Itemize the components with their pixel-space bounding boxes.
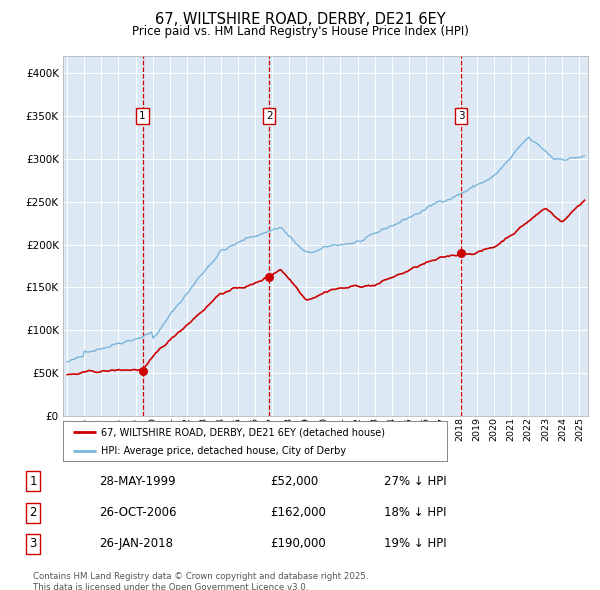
Text: 26-OCT-2006: 26-OCT-2006 bbox=[99, 506, 176, 519]
Text: HPI: Average price, detached house, City of Derby: HPI: Average price, detached house, City… bbox=[101, 446, 347, 456]
Text: 27% ↓ HPI: 27% ↓ HPI bbox=[384, 475, 446, 488]
Text: 67, WILTSHIRE ROAD, DERBY, DE21 6EY (detached house): 67, WILTSHIRE ROAD, DERBY, DE21 6EY (det… bbox=[101, 428, 385, 438]
Text: £52,000: £52,000 bbox=[270, 475, 318, 488]
Text: 67, WILTSHIRE ROAD, DERBY, DE21 6EY: 67, WILTSHIRE ROAD, DERBY, DE21 6EY bbox=[155, 12, 445, 27]
Text: 2: 2 bbox=[266, 111, 272, 121]
Text: £190,000: £190,000 bbox=[270, 537, 326, 550]
Text: £162,000: £162,000 bbox=[270, 506, 326, 519]
Text: 28-MAY-1999: 28-MAY-1999 bbox=[99, 475, 176, 488]
Text: 2: 2 bbox=[29, 506, 37, 519]
Text: Price paid vs. HM Land Registry's House Price Index (HPI): Price paid vs. HM Land Registry's House … bbox=[131, 25, 469, 38]
Text: 3: 3 bbox=[458, 111, 464, 121]
Text: 3: 3 bbox=[29, 537, 37, 550]
Text: Contains HM Land Registry data © Crown copyright and database right 2025.
This d: Contains HM Land Registry data © Crown c… bbox=[33, 572, 368, 590]
Text: 1: 1 bbox=[29, 475, 37, 488]
Text: 19% ↓ HPI: 19% ↓ HPI bbox=[384, 537, 446, 550]
Text: 1: 1 bbox=[139, 111, 146, 121]
Text: 18% ↓ HPI: 18% ↓ HPI bbox=[384, 506, 446, 519]
Text: 26-JAN-2018: 26-JAN-2018 bbox=[99, 537, 173, 550]
